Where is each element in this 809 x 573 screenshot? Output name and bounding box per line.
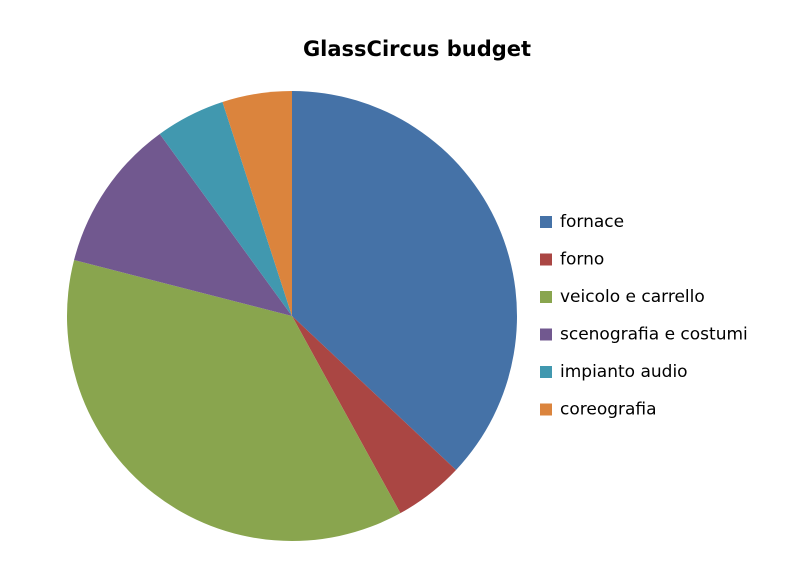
legend-label: fornace: [560, 212, 624, 232]
legend-swatch: [540, 328, 552, 341]
pie-slice: [292, 316, 457, 514]
chart-title: GlassCircus budget: [303, 37, 531, 61]
legend-label: impianto audio: [560, 362, 688, 382]
legend-swatch: [540, 366, 552, 378]
pie-slice: [292, 91, 518, 471]
legend-label: forno: [560, 250, 604, 270]
legend-swatch: [540, 291, 552, 303]
legend-label: scenografia e costumi: [560, 325, 748, 345]
legend-swatch: [540, 216, 552, 228]
pie-slice: [159, 102, 292, 316]
pie-slice: [74, 133, 292, 316]
legend-label: coreografia: [560, 400, 657, 420]
pie-slice: [66, 260, 401, 542]
legend-swatch: [540, 253, 552, 266]
legend-swatch: [540, 403, 552, 416]
pie-slice: [222, 91, 292, 316]
legend-label: veicolo e carrello: [560, 287, 705, 307]
